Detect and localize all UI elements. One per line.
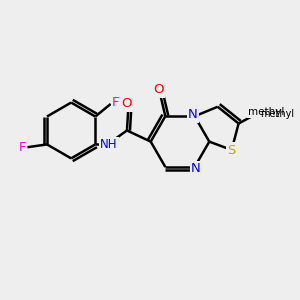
Text: F: F [112,96,119,109]
Text: F: F [19,141,26,154]
Text: O: O [153,83,164,96]
Text: methyl: methyl [248,107,285,117]
Text: O: O [122,98,132,110]
Text: NH: NH [100,138,118,151]
Text: N: N [188,108,198,122]
Text: S: S [227,143,236,157]
Text: methyl: methyl [260,109,294,119]
Text: N: N [191,162,201,175]
